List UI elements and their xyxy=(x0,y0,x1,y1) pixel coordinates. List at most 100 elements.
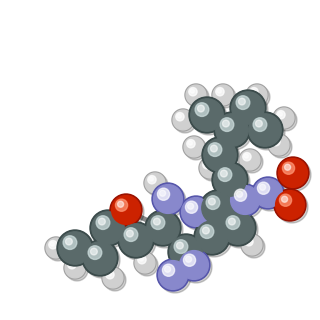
Circle shape xyxy=(69,262,73,266)
Circle shape xyxy=(185,138,207,160)
Circle shape xyxy=(190,89,194,93)
Circle shape xyxy=(186,256,192,262)
Circle shape xyxy=(120,224,156,260)
Circle shape xyxy=(46,238,66,258)
Circle shape xyxy=(216,114,252,150)
Circle shape xyxy=(183,136,205,158)
Circle shape xyxy=(269,135,289,155)
Circle shape xyxy=(110,194,142,226)
Circle shape xyxy=(124,228,138,241)
Circle shape xyxy=(247,112,283,148)
Circle shape xyxy=(65,258,85,278)
Circle shape xyxy=(206,196,220,209)
Circle shape xyxy=(144,172,166,194)
Circle shape xyxy=(232,92,268,128)
Circle shape xyxy=(254,179,286,211)
Circle shape xyxy=(204,162,208,166)
Circle shape xyxy=(145,173,165,193)
Circle shape xyxy=(257,182,269,194)
Circle shape xyxy=(284,164,291,170)
Circle shape xyxy=(226,216,240,229)
Circle shape xyxy=(247,85,267,105)
Circle shape xyxy=(184,137,204,157)
Circle shape xyxy=(57,230,93,266)
Circle shape xyxy=(220,170,227,177)
Circle shape xyxy=(201,159,223,181)
Circle shape xyxy=(84,242,116,274)
Circle shape xyxy=(188,141,192,145)
Circle shape xyxy=(84,242,120,278)
Circle shape xyxy=(253,179,282,207)
Circle shape xyxy=(253,118,267,132)
Circle shape xyxy=(203,227,209,234)
Circle shape xyxy=(214,86,236,108)
Circle shape xyxy=(189,87,197,96)
Circle shape xyxy=(204,139,240,175)
Circle shape xyxy=(135,253,155,273)
Circle shape xyxy=(149,177,153,181)
Circle shape xyxy=(102,267,124,289)
Circle shape xyxy=(172,109,194,131)
Circle shape xyxy=(92,212,124,244)
Circle shape xyxy=(214,112,250,148)
Circle shape xyxy=(182,197,211,227)
Circle shape xyxy=(66,238,72,245)
Circle shape xyxy=(173,110,193,130)
Circle shape xyxy=(220,210,256,246)
Circle shape xyxy=(112,196,144,228)
Circle shape xyxy=(82,240,118,276)
Circle shape xyxy=(49,241,57,249)
Circle shape xyxy=(243,153,251,161)
Circle shape xyxy=(106,270,114,279)
Circle shape xyxy=(273,107,295,129)
Circle shape xyxy=(197,105,204,112)
Circle shape xyxy=(239,149,261,171)
Circle shape xyxy=(248,86,270,108)
Circle shape xyxy=(202,192,238,228)
Circle shape xyxy=(200,190,236,226)
Circle shape xyxy=(274,189,306,221)
Circle shape xyxy=(242,235,262,255)
Circle shape xyxy=(204,139,236,171)
Circle shape xyxy=(168,234,204,270)
Circle shape xyxy=(117,201,124,207)
Circle shape xyxy=(96,216,110,229)
Circle shape xyxy=(241,151,263,173)
Circle shape xyxy=(272,138,280,146)
Circle shape xyxy=(176,113,184,121)
Circle shape xyxy=(170,236,206,272)
Circle shape xyxy=(232,92,264,124)
Circle shape xyxy=(182,198,214,230)
Circle shape xyxy=(246,84,268,106)
Circle shape xyxy=(134,252,156,274)
Circle shape xyxy=(191,99,227,135)
Circle shape xyxy=(151,216,165,229)
Circle shape xyxy=(276,191,308,223)
Circle shape xyxy=(189,97,225,133)
Circle shape xyxy=(185,84,207,106)
Circle shape xyxy=(216,114,248,146)
Circle shape xyxy=(178,249,210,281)
Circle shape xyxy=(245,237,253,246)
Circle shape xyxy=(103,268,123,288)
Circle shape xyxy=(208,143,222,156)
Circle shape xyxy=(249,114,281,146)
Circle shape xyxy=(47,239,69,261)
Circle shape xyxy=(202,137,238,173)
Circle shape xyxy=(214,164,250,200)
Circle shape xyxy=(255,120,262,127)
Circle shape xyxy=(174,111,196,133)
Circle shape xyxy=(243,236,265,258)
Circle shape xyxy=(277,157,309,189)
Circle shape xyxy=(211,145,217,152)
Circle shape xyxy=(163,264,175,276)
Circle shape xyxy=(154,185,182,213)
Circle shape xyxy=(145,210,181,246)
Circle shape xyxy=(180,196,212,228)
Circle shape xyxy=(202,192,234,224)
Circle shape xyxy=(104,269,126,291)
Circle shape xyxy=(220,118,234,132)
Circle shape xyxy=(231,186,260,214)
Circle shape xyxy=(66,259,88,281)
Circle shape xyxy=(154,185,186,217)
